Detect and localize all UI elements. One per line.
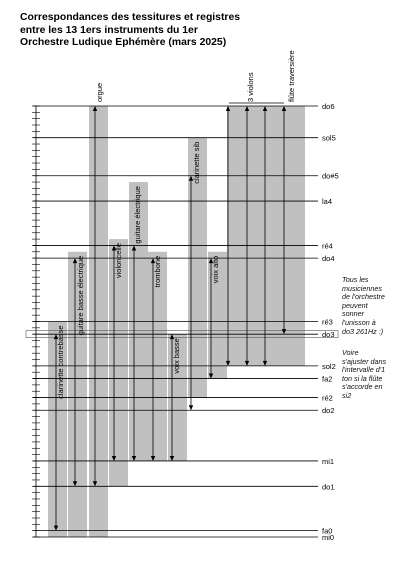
- instrument-label: clarinette sib: [192, 142, 201, 184]
- arrow-head: [225, 106, 231, 111]
- arrow-head: [208, 258, 214, 264]
- note-label: mi0: [322, 533, 334, 542]
- note-label: ré3: [322, 318, 333, 327]
- note-label: ré2: [322, 394, 333, 403]
- note-label: fa0: [322, 527, 332, 536]
- range-bar-clarinette-sib: [188, 137, 207, 398]
- arrow-head: [225, 360, 231, 366]
- arrow-head: [281, 329, 287, 335]
- arrow-head: [188, 175, 194, 181]
- unison-highlight-box: [25, 330, 339, 338]
- arrow-head: [53, 525, 59, 531]
- arrow-head: [131, 245, 137, 251]
- arrow-head: [72, 258, 78, 264]
- arrow-head: [150, 455, 156, 461]
- unison-note-line: de l'orchestre: [342, 292, 385, 302]
- note-label: ré4: [322, 241, 333, 250]
- unison-note-line: sonner: [342, 309, 364, 319]
- tuning-note-line: Voire: [342, 348, 359, 357]
- arrow-head: [111, 455, 117, 461]
- note-label: sol5: [322, 134, 336, 143]
- tuning-note-line: l'intervalle d'1: [342, 365, 386, 375]
- note-label: do3: [322, 330, 335, 339]
- arrow-head: [92, 106, 98, 111]
- note-label: fa2: [322, 375, 332, 384]
- tuning-note-line: si2: [342, 390, 352, 400]
- note-label: do1: [322, 482, 335, 491]
- range-bar-3-violons: [227, 106, 286, 366]
- instrument-label: voix basse: [172, 338, 181, 373]
- note-label: do#5: [322, 172, 339, 181]
- arrow-head: [208, 373, 214, 379]
- instrument-label: trombone: [153, 256, 162, 288]
- arrow-head: [262, 360, 268, 366]
- arrow-head: [150, 258, 156, 264]
- title-line-2: entre les 13 1ers instruments du 1er: [20, 24, 198, 36]
- instrument-label: violoncelle: [114, 243, 123, 278]
- unison-note: Tous les musiciennes de l'orchestre peuv…: [342, 275, 400, 336]
- arrow-head: [244, 360, 250, 366]
- unison-note-line: l'unisson à: [342, 317, 376, 327]
- tuning-note-line: s'ajuster dans: [342, 356, 387, 366]
- note-label: la4: [322, 197, 332, 206]
- instrument-label: voix alto: [211, 256, 220, 284]
- title-line-3: Orchestre Ludique Ephémère (mars 2025): [20, 37, 227, 48]
- arrow-head: [131, 455, 137, 461]
- tuning-note-line: s'accorde en: [342, 382, 383, 392]
- instrument-labels: clarinette contrebasse guitare basse élec…: [56, 50, 296, 399]
- arrow-head: [188, 405, 194, 411]
- semitone-ruler: [32, 105, 40, 538]
- range-bar-voix-alto: [208, 251, 227, 379]
- note-label: do4: [322, 254, 335, 263]
- note-label: sol2: [322, 362, 336, 371]
- range-bar-guitare-basse-électrique: [68, 251, 87, 537]
- note-label: mi1: [322, 457, 334, 466]
- instrument-label: clarinette contrebasse: [56, 326, 65, 399]
- note-label: do6: [322, 102, 335, 111]
- range-bar-flûte-traversière: [286, 106, 305, 366]
- instrument-label: orgue: [95, 83, 104, 102]
- instrument-label: 3 violons: [246, 72, 255, 102]
- arrow-head: [262, 106, 268, 111]
- tuning-note: Voire s'ajuster dans l'intervalle d'1 to…: [342, 348, 400, 401]
- arrow-head: [111, 245, 117, 251]
- instrument-label: guitare électrique: [133, 186, 142, 244]
- range-bar-clarinette-contrebasse: [48, 321, 67, 537]
- arrow-head: [169, 334, 175, 340]
- unison-note-line: peuvent: [342, 300, 368, 310]
- unison-note-line: musiciennes: [342, 283, 382, 293]
- unison-note-line: do3 261Hz :): [342, 326, 384, 336]
- arrow-head: [92, 481, 98, 487]
- instrument-label: flûte traversière: [287, 50, 296, 102]
- title-line-1: Correspondances des tessitures et regist…: [20, 12, 241, 23]
- note-lines: do6 sol5 do#5 la4 ré4 do4 ré3 do3 sol2 fa2 ré2 do2 m…: [25, 102, 339, 542]
- arrow-head: [169, 455, 175, 461]
- unison-note-line: Tous les: [342, 275, 369, 284]
- arrow-head: [244, 106, 250, 111]
- arrow-head: [281, 106, 287, 111]
- instrument-label: guitare basse électrique: [76, 256, 85, 336]
- note-label: do2: [322, 406, 335, 415]
- range-arrows: [53, 106, 287, 531]
- tuning-note-line: ton si la flûte: [342, 373, 383, 383]
- diagram-title: Correspondances des tessitures et regist…: [20, 12, 320, 50]
- arrow-head: [53, 334, 59, 340]
- arrow-head: [72, 481, 78, 487]
